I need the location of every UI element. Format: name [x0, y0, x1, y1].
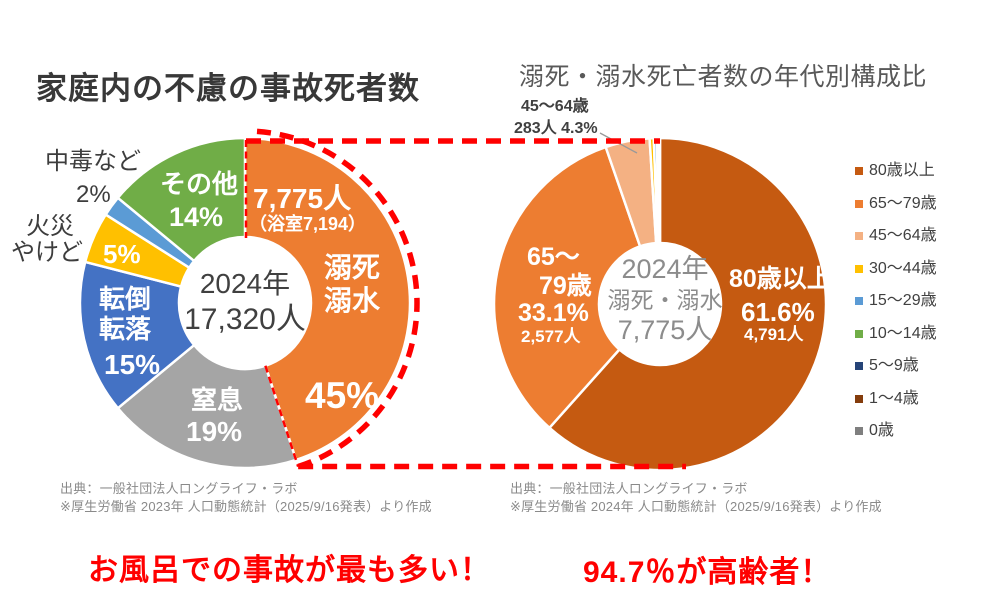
right-center-cause: 溺死・溺水 [607, 286, 723, 313]
legend-label: 1〜4歳 [869, 389, 919, 407]
right-center-total: 7,775人 [617, 314, 713, 345]
home-accident-donut-slice-1 [116, 343, 298, 470]
legend-label: 45〜64歳 [869, 227, 937, 244]
home-accident-donut-slice-0 [243, 136, 412, 462]
legend-item-7: 1〜4歳 [855, 390, 937, 410]
legend-color-marker [855, 167, 863, 175]
left-center-total: 17,320人 [184, 302, 306, 336]
left-chart-title: 家庭内の不慮の事故死者数 [36, 71, 420, 106]
label-choke-pct: 19% [186, 416, 243, 447]
label-fall-2: 転落 [99, 314, 152, 344]
right-conclusion-text: 94.7％が高齢者！ [583, 556, 832, 589]
label-other: その他 [160, 169, 239, 199]
label-poison-pct: 2% [76, 181, 111, 208]
drowning-age-donut-slice-8 [658, 136, 662, 245]
label-burn: やけど [11, 239, 83, 266]
legend-item-2: 45〜64歳 [855, 227, 937, 247]
legend-item-0: 80歳以上 [855, 162, 937, 182]
legend-label: 5〜9歳 [869, 357, 919, 374]
label-fire-pct: 5% [103, 239, 141, 269]
label-drown-count: 7,775人 [253, 183, 352, 214]
label-a80-count: 4,791人 [744, 325, 804, 344]
legend-item-1: 65〜79歳 [855, 195, 937, 215]
left-center-label: 2024年 17,320人 [155, 268, 335, 336]
legend-color-marker [855, 362, 863, 370]
legend-color-marker [855, 199, 863, 208]
callout-age-value: 283人 4.3% [514, 120, 598, 137]
dashed-radial-bottom [264, 365, 300, 467]
right-center-label: 2024年 溺死・溺水 7,775人 [590, 254, 740, 346]
legend-item-4: 15〜29歳 [855, 292, 937, 312]
left-source-2: ※厚生労働省 2023年 人口動態統計（2025/9/16発表）より作成 [60, 499, 432, 514]
legend-label: 65〜79歳 [869, 194, 937, 212]
label-a65-count: 2,577人 [521, 327, 581, 346]
right-source-1: 出典：一般社団法人ロングライフ・ラボ [510, 481, 748, 496]
legend-label: 80歳以上 [869, 162, 935, 179]
home-accident-donut-slice-5 [116, 136, 247, 263]
left-center-year: 2024年 [199, 268, 291, 299]
left-conclusion-text: お風呂での事故が最も多い！ [88, 554, 491, 587]
dashed-arc-around-slice [256, 128, 420, 470]
legend-color-marker [855, 264, 863, 273]
legend-color-marker [855, 394, 863, 403]
label-poison: 中毒など [45, 148, 141, 175]
legend-label: 10〜14歳 [869, 324, 937, 342]
legend-color-marker [855, 427, 863, 435]
label-a65-pct: 33.1% [518, 299, 589, 327]
label-drown-2: 溺水 [324, 285, 381, 316]
label-drown-bath: （浴室7,194） [249, 214, 367, 234]
label-fire: 火災 [26, 213, 74, 240]
label-a65-2: 79歳 [539, 272, 592, 300]
label-a80-pct: 61.6% [741, 297, 815, 327]
legend-label: 0歳 [869, 422, 894, 439]
right-center-year: 2024年 [621, 254, 709, 284]
left-source-1: 出典：一般社団法人ロングライフ・ラボ [60, 481, 298, 496]
legend-color-marker [855, 232, 863, 240]
label-fall-1: 転倒 [99, 284, 152, 314]
label-a65-1: 65〜 [527, 243, 580, 271]
right-chart-title: 溺死・溺水死亡者数の年代別構成比 [519, 63, 928, 91]
legend-item-6: 5〜9歳 [855, 357, 937, 377]
legend-item-8: 0歳 [855, 422, 937, 442]
label-a80: 80歳以上 [729, 265, 832, 293]
label-drown-pct: 45% [305, 375, 380, 416]
legend-label: 30〜44歳 [869, 259, 937, 277]
drowning-age-donut-slice-1 [492, 145, 642, 430]
legend-item-3: 30〜44歳 [855, 260, 937, 280]
label-fall-pct: 15% [104, 349, 161, 380]
legend-label: 15〜29歳 [869, 292, 937, 309]
label-choke: 窒息 [191, 385, 244, 415]
label-drown-1: 溺死 [324, 252, 381, 283]
right-source-2: ※厚生労働省 2024年 人口動態統計（2025/9/16発表）より作成 [510, 499, 882, 514]
callout-age-group: 45〜64歳 [521, 98, 589, 115]
legend-color-marker [855, 297, 863, 305]
home-accident-donut-slice-2 [78, 260, 196, 410]
legend-item-5: 10〜14歳 [855, 325, 937, 345]
label-other-pct: 14% [169, 202, 224, 232]
age-legend: 80歳以上 65〜79歳 45〜64歳 30〜44歳 15〜29歳 10〜14歳 5〜9歳 1… [855, 162, 937, 455]
legend-color-marker [855, 329, 863, 338]
